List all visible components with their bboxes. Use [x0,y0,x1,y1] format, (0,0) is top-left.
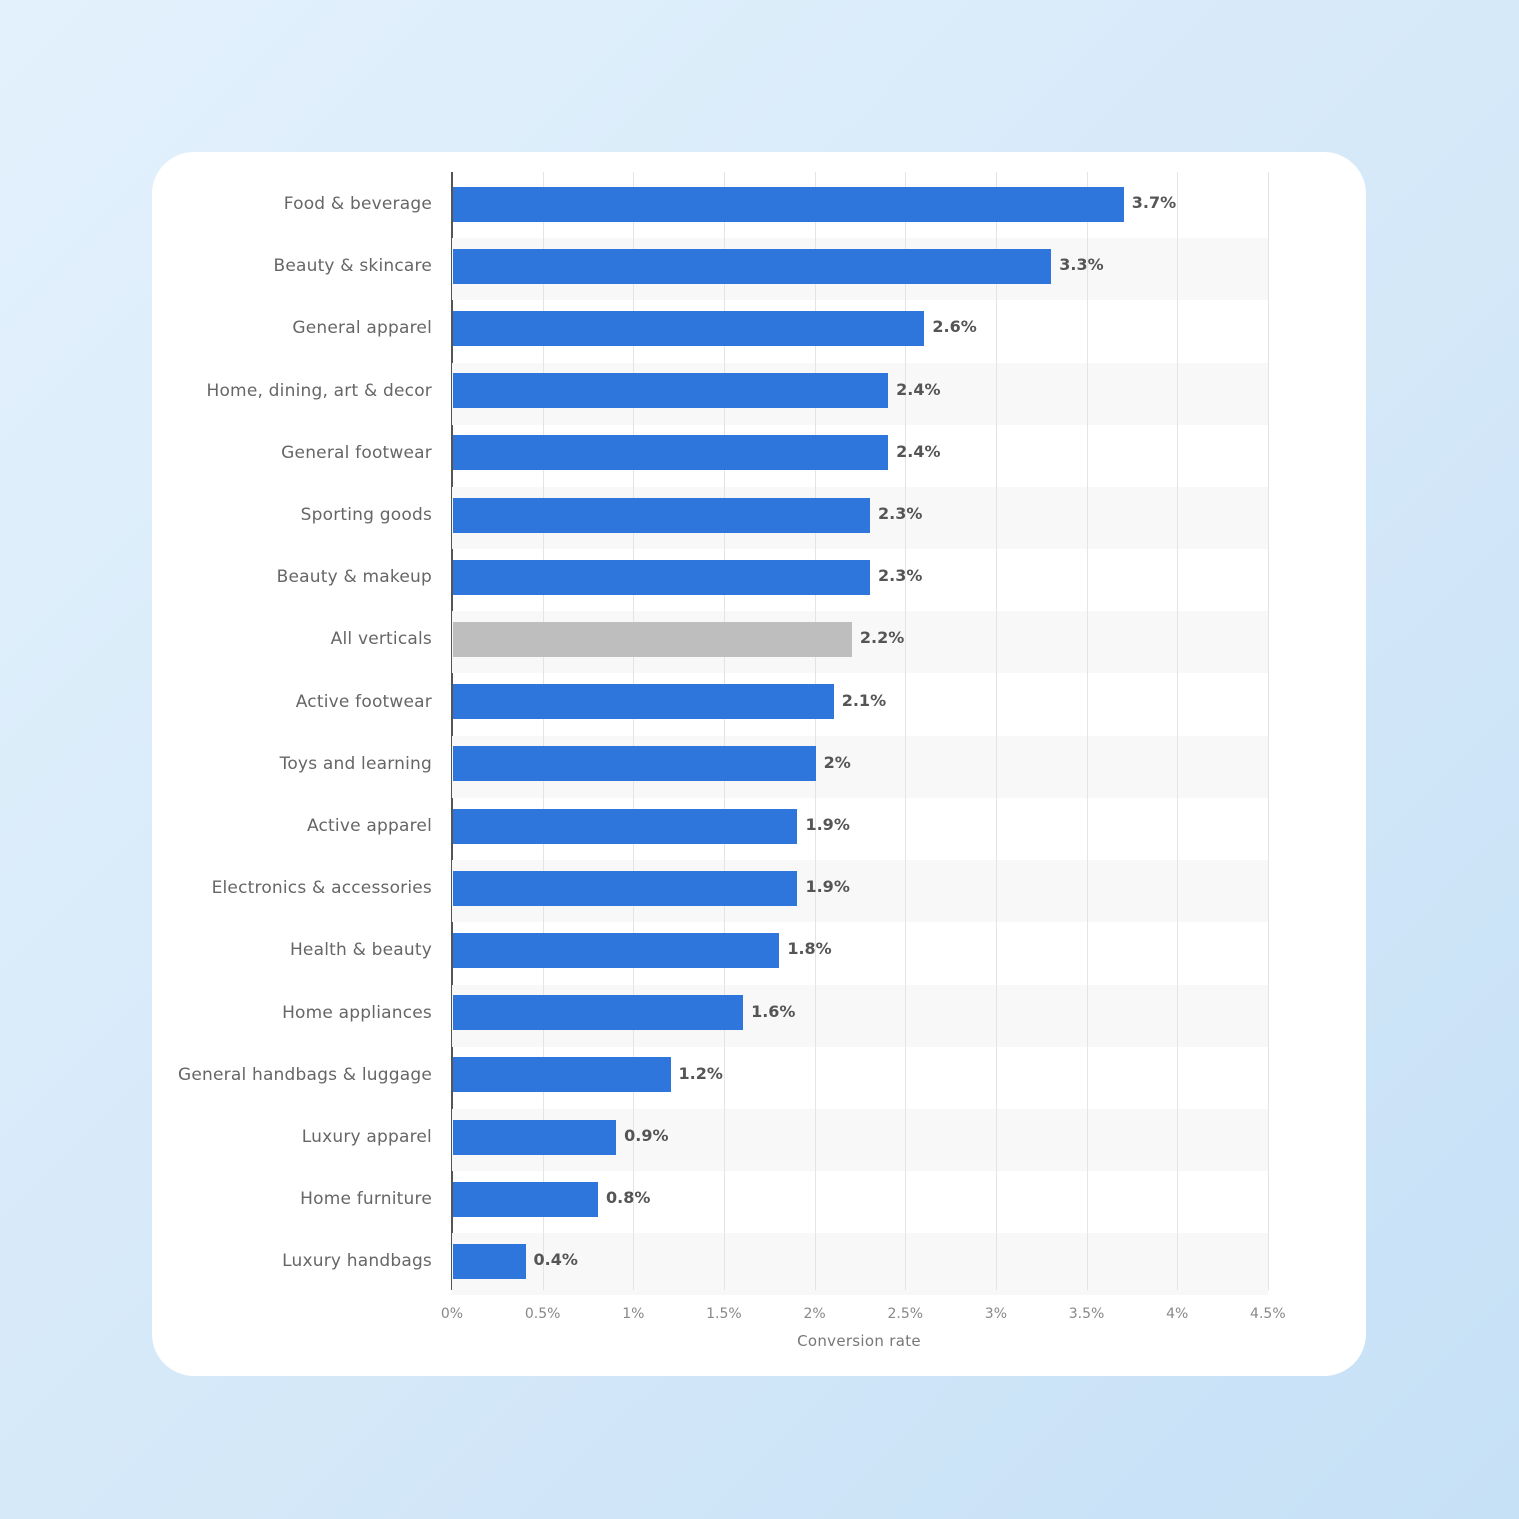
chart-card: 0% 0.5% 1% 1.5% 2% 2.5% 3% 3.5% 4% 4.5% Food & bev… [152,152,1366,1376]
x-axis-title: Conversion rate [797,1332,921,1350]
category-label: Beauty & skincare [273,256,432,277]
bar[interactable] [453,932,780,968]
bar[interactable] [453,1181,599,1217]
y-axis-line [451,172,453,1290]
category-label: Toys and learning [279,753,432,774]
bar[interactable] [453,248,1052,284]
category-label: General apparel [292,318,432,339]
bar[interactable] [453,435,889,471]
value-label: 3.7% [1131,193,1177,212]
category-label: Electronics & accessories [211,878,432,899]
value-label: 3.3% [1059,255,1104,275]
category-label: Beauty & makeup [276,567,432,588]
gridline [995,172,997,1290]
category-label: All verticals [330,629,432,650]
value-label: 2.6% [932,317,977,337]
category-label: General handbags & luggage [177,1064,432,1085]
value-label: 2% [823,752,851,772]
x-tick-label: 3.5% [1068,1306,1105,1322]
x-tick-label: 2% [803,1306,826,1322]
gridline [633,172,635,1290]
gridline [1177,172,1179,1290]
bar[interactable] [453,1243,526,1279]
x-tick-label: 4% [1166,1306,1189,1322]
value-label: 0.9% [624,1126,669,1145]
bar[interactable] [453,310,925,346]
value-label: 2.4% [896,379,941,399]
bar-chart-plot: 0% 0.5% 1% 1.5% 2% 2.5% 3% 3.5% 4% 4.5% Food & bev… [152,152,1366,1376]
category-label: Health & beauty [289,940,432,961]
category-label: Home furniture [300,1189,432,1210]
x-tick-label: 3% [984,1306,1007,1322]
category-label: Home, dining, art & decor [206,380,432,401]
bar[interactable] [453,621,852,657]
bar[interactable] [453,746,816,782]
value-label: 1.9% [805,877,850,897]
category-label: General footwear [281,442,432,463]
x-tick-label: 1% [622,1306,645,1322]
gridline [814,172,816,1290]
x-tick-label: 2.5% [887,1306,924,1322]
value-label: 1.6% [751,1001,796,1021]
value-label: 2.3% [877,504,923,523]
x-tick-label: 0% [440,1306,464,1322]
bar[interactable] [453,373,889,409]
category-label: Active footwear [295,691,432,712]
gridline [542,172,544,1290]
bar[interactable] [453,497,870,533]
row-band [452,1233,1268,1296]
bar[interactable] [453,684,834,720]
value-label: 1.2% [678,1063,723,1083]
value-label: 2.1% [841,690,887,710]
category-label: Sporting goods [300,505,432,525]
x-tick-label: 1.5% [706,1306,742,1322]
value-label: 0.8% [606,1188,651,1208]
gridline [905,172,907,1290]
gridline [723,172,725,1290]
bar[interactable] [453,1057,671,1093]
category-label: Active apparel [306,816,432,836]
x-tick-label: 4.5% [1250,1306,1286,1322]
gridline [1267,172,1269,1290]
category-label: Food & beverage [283,194,432,214]
bar[interactable] [453,995,744,1031]
value-label: 1.8% [787,939,832,959]
category-label: Home appliances [282,1002,432,1023]
x-tick-label: 0.5% [524,1306,561,1322]
value-label: 0.4% [533,1250,578,1270]
value-label: 2.4% [896,441,941,461]
bar[interactable] [453,559,870,595]
bar[interactable] [453,808,798,844]
category-label: Luxury apparel [301,1127,432,1147]
category-label: Luxury handbags [282,1251,432,1272]
value-label: 2.2% [859,628,905,648]
bar[interactable] [453,1119,617,1155]
gridline [1086,172,1088,1290]
bar[interactable] [453,186,1124,222]
bar[interactable] [453,870,798,906]
value-label: 2.3% [877,566,923,586]
value-label: 1.9% [805,815,850,834]
